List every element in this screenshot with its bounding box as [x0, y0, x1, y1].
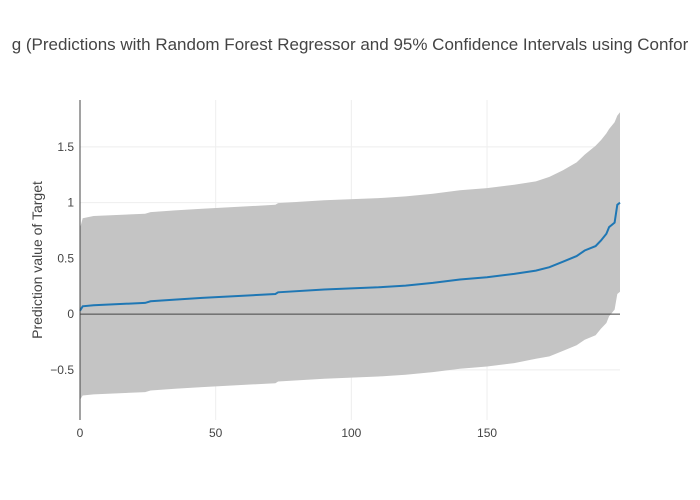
y-tick-label: 1.5 — [57, 140, 74, 154]
y-tick-label: 0.5 — [57, 251, 74, 265]
tick-labels: 0 50 100 150 −0.5 0 0.5 1 1.5 — [50, 140, 497, 440]
confidence-interval-band — [80, 112, 620, 400]
interval-layer — [80, 112, 620, 400]
y-tick-label: −0.5 — [50, 363, 74, 377]
y-tick-label: 0 — [67, 307, 74, 321]
x-tick-label: 0 — [77, 426, 84, 440]
x-tick-label: 50 — [209, 426, 223, 440]
y-tick-label: 1 — [67, 196, 74, 210]
y-axis-title: Prediction value of Target — [29, 181, 45, 339]
prediction-layer — [79, 201, 621, 312]
x-tick-label: 150 — [477, 426, 497, 440]
chart-title: g (Predictions with Random Forest Regres… — [12, 35, 689, 54]
prediction-line — [79, 201, 621, 312]
x-tick-label: 100 — [341, 426, 361, 440]
